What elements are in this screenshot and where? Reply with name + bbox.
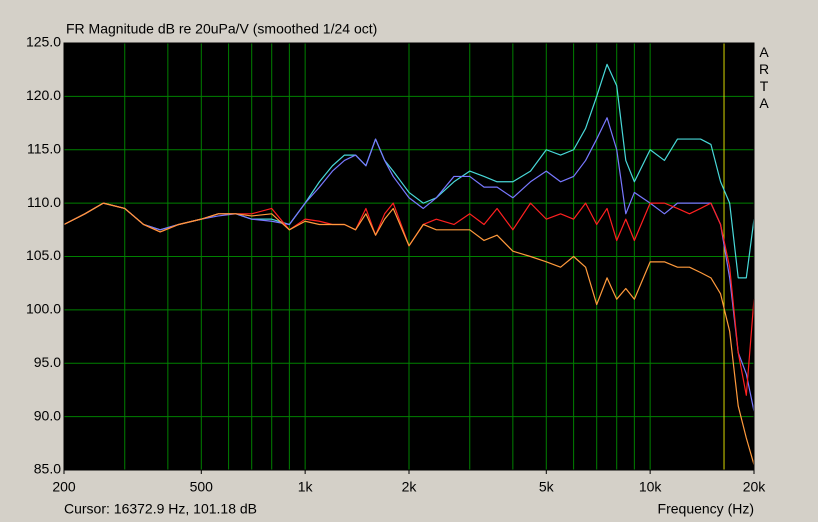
y-tick-label: 90.0 [34,407,61,423]
x-tick-label: 20k [743,479,767,495]
x-tick-label: 10k [639,479,663,495]
brand: ARTA [756,44,772,112]
y-tick-label: 125.0 [26,34,61,50]
x-axis-label: Frequency (Hz) [658,501,754,517]
y-tick-label: 85.0 [34,461,61,477]
x-tick-label: 200 [52,479,76,495]
x-tick-label: 500 [190,479,214,495]
x-tick-label: 2k [402,479,418,495]
chart-title: FR Magnitude dB re 20uPa/V (smoothed 1/2… [66,21,377,37]
series-line [63,202,755,465]
plot-border [63,42,755,471]
cursor-readout: Cursor: 16372.9 Hz, 101.18 dB [64,501,257,517]
y-tick-label: 95.0 [34,354,61,370]
y-tick-label: 115.0 [27,140,61,156]
y-tick-label: 110.0 [27,194,61,210]
y-tick-label: 100.0 [26,301,61,317]
x-tick-label: 5k [539,479,555,495]
x-tick-label: 1k [298,479,314,495]
y-tick-label: 105.0 [26,247,61,263]
y-tick-label: 120.0 [26,87,61,103]
